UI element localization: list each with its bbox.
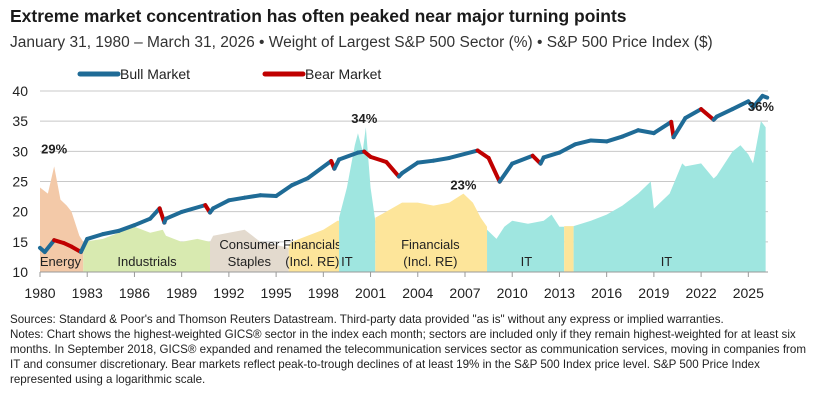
sector-area-it (487, 214, 565, 272)
y-tick-label: 35 (12, 113, 28, 129)
x-tick-label: 2013 (544, 285, 575, 301)
bull-market-segment (211, 198, 231, 211)
bull-market-segment (714, 107, 735, 119)
bull-market-segment (100, 228, 121, 237)
bull-market-segment (179, 203, 208, 214)
y-tick-label: 20 (12, 204, 28, 220)
bull-market-segment (671, 116, 688, 140)
bull-market-segment (541, 150, 562, 160)
sources-note: Sources: Standard & Poor's and Thomson R… (10, 313, 724, 326)
x-tick-label: 2016 (591, 285, 622, 301)
bull-market-segment (132, 216, 153, 228)
bull-market-segment (620, 128, 641, 139)
footnotes: Sources: Standard & Poor's and Thomson R… (10, 312, 815, 387)
bull-market-segment (258, 193, 279, 199)
y-tick-label: 30 (12, 143, 28, 159)
bull-market-segment (337, 150, 360, 162)
bear-market-segment (486, 155, 502, 184)
sector-area-it (573, 121, 766, 273)
sector-label: Financials (401, 237, 460, 252)
notes-text: Notes: Chart shows the highest-weighted … (10, 328, 807, 386)
sector-label: Industrials (117, 254, 177, 269)
sector-label: Staples (228, 254, 272, 269)
x-tick-label: 2022 (686, 285, 717, 301)
y-tick-label: 40 (12, 83, 28, 99)
bull-market-segment (573, 138, 593, 147)
bear-market-segment (384, 159, 401, 179)
bull-market-segment (85, 232, 105, 241)
bull-market-segment (78, 236, 90, 255)
x-tick-label: 1998 (308, 285, 339, 301)
x-tick-label: 1995 (261, 285, 292, 301)
sector-area-industrials (83, 226, 210, 272)
bull-market-segment (497, 161, 515, 184)
chart-subtitle: January 31, 1980 – March 31, 2026 • Weig… (10, 34, 713, 51)
bull-market-segment (683, 107, 704, 121)
sector-label: Financials (283, 237, 342, 252)
x-tick-label: 1980 (24, 285, 55, 301)
bull-market-segment (148, 206, 162, 221)
sector-area-financials-incl-re- (564, 226, 574, 272)
bull-market-segment (242, 193, 263, 200)
x-tick-label: 2019 (638, 285, 669, 301)
bull-market-segment (431, 155, 452, 163)
sector-label: Consumer (219, 237, 280, 252)
x-tick-label: 2004 (402, 285, 433, 301)
legend-label: Bear Market (305, 66, 381, 82)
bear-market-segment (368, 154, 389, 164)
y-tick-label: 15 (12, 234, 28, 250)
bull-market-segment (415, 158, 436, 165)
bull-market-segment (730, 99, 751, 112)
peak-label: 23% (450, 178, 476, 193)
sector-label: Energy (40, 254, 82, 269)
x-tick-label: 1983 (72, 285, 103, 301)
peak-label: 36% (748, 99, 774, 114)
bull-market-segment (289, 176, 310, 188)
sector-area-financials-incl-re- (375, 193, 488, 272)
y-tick-label: 10 (12, 264, 28, 280)
sector-label: (Incl. RE) (403, 254, 457, 269)
sector-label: IT (521, 254, 533, 269)
chart-title: Extreme market concentration has often p… (10, 6, 627, 26)
peak-label: 34% (351, 111, 377, 126)
sector-area-financials-incl-re- (288, 220, 340, 272)
bull-market-segment (226, 195, 247, 203)
x-tick-label: 2025 (733, 285, 764, 301)
bull-market-segment (651, 119, 674, 136)
y-tick-label: 25 (12, 174, 28, 190)
legend-label: Bull Market (120, 66, 190, 82)
bull-market-segment (274, 183, 294, 199)
x-tick-label: 1989 (166, 285, 197, 301)
bull-market-segment (116, 223, 137, 233)
bull-market-segment (400, 160, 420, 176)
sector-area-consumer-staples (209, 229, 289, 272)
bull-market-segment (305, 159, 334, 181)
sector-area-it (339, 127, 376, 272)
bull-market-segment (588, 138, 609, 144)
bull-market-segment (760, 93, 770, 100)
x-tick-label: 2001 (355, 285, 386, 301)
bull-market-segment (510, 153, 535, 166)
bull-market-segment (604, 134, 625, 144)
x-tick-label: 1986 (119, 285, 150, 301)
sector-label: IT (661, 254, 673, 269)
x-tick-label: 2007 (449, 285, 480, 301)
x-tick-label: 1992 (213, 285, 244, 301)
peak-label: 29% (41, 141, 67, 156)
sector-label: IT (341, 254, 353, 269)
x-tick-label: 2010 (497, 285, 528, 301)
bear-market-segment (699, 107, 716, 122)
sector-label: (Incl. RE) (285, 254, 339, 269)
bear-market-segment (475, 148, 491, 160)
bull-market-segment (557, 142, 578, 155)
bull-market-segment (163, 209, 184, 221)
bull-market-segment (42, 238, 57, 255)
bull-market-segment (751, 93, 765, 110)
bull-market-segment (636, 128, 656, 136)
bull-market-segment (447, 148, 480, 160)
